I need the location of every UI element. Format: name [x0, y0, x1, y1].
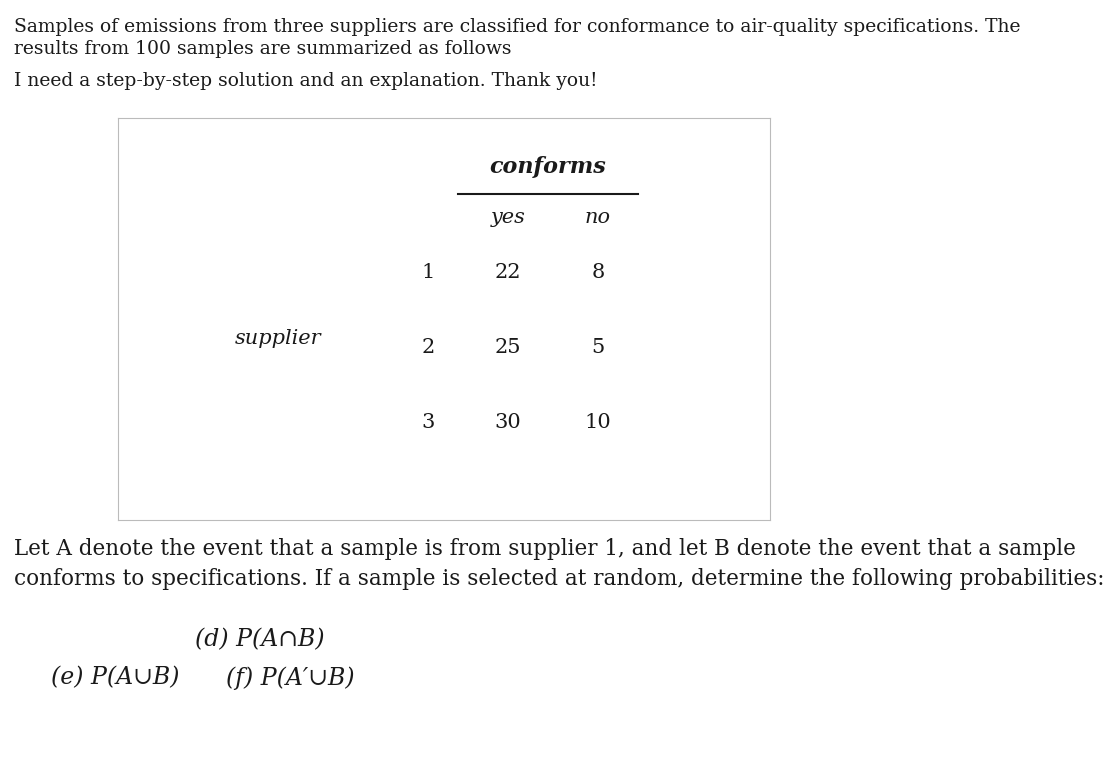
Text: (d) P(A∩B): (d) P(A∩B) — [195, 628, 325, 651]
Text: 3: 3 — [422, 413, 435, 432]
Text: Samples of emissions from three suppliers are classified for conformance to air-: Samples of emissions from three supplier… — [14, 18, 1021, 36]
Text: (e) P(A∪B): (e) P(A∪B) — [51, 666, 179, 689]
Text: yes: yes — [491, 208, 525, 227]
Text: conforms to specifications. If a sample is selected at random, determine the fol: conforms to specifications. If a sample … — [14, 568, 1104, 590]
Text: no: no — [585, 208, 611, 227]
Text: 1: 1 — [422, 263, 435, 282]
Text: I need a step-by-step solution and an explanation. Thank you!: I need a step-by-step solution and an ex… — [14, 72, 598, 90]
Text: results from 100 samples are summarized as follows: results from 100 samples are summarized … — [14, 40, 512, 58]
Text: supplier: supplier — [235, 328, 322, 347]
Text: 5: 5 — [591, 338, 604, 357]
Text: 10: 10 — [584, 413, 611, 432]
Text: 22: 22 — [495, 263, 521, 282]
Text: conforms: conforms — [490, 156, 607, 178]
Text: Let A denote the event that a sample is from supplier 1, and let B denote the ev: Let A denote the event that a sample is … — [14, 538, 1076, 560]
Text: 25: 25 — [495, 338, 521, 357]
Text: 8: 8 — [591, 263, 604, 282]
Text: 30: 30 — [494, 413, 521, 432]
Text: (f) P(A′∪B): (f) P(A′∪B) — [226, 666, 354, 690]
Text: 2: 2 — [422, 338, 434, 357]
